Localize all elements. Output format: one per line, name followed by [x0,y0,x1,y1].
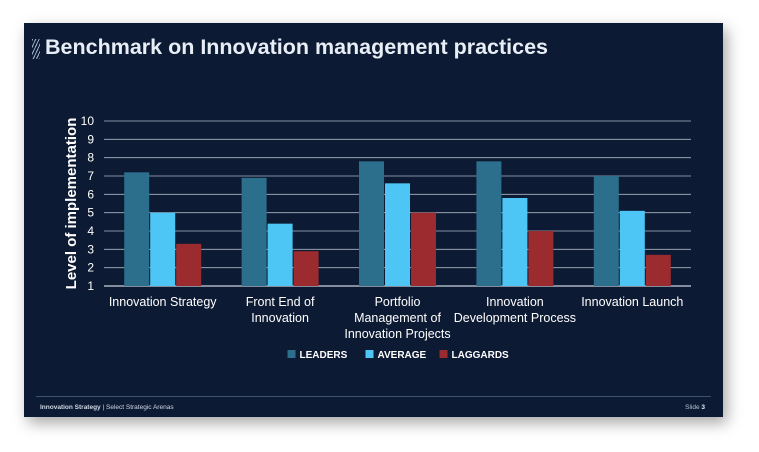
bar-average [502,198,528,286]
bar-leaders [124,172,150,286]
y-tick-label: 3 [87,242,94,256]
x-category-label: Innovation [486,295,544,309]
slide-number-label: Slide 3 [685,404,705,411]
footer-caption: Innovation Strategy | Select Strategic A… [40,404,174,411]
bar-laggards [293,251,319,286]
x-category-label: Management of [354,311,441,325]
footer-divider [36,396,711,397]
legend-swatch-leaders [287,350,296,358]
y-tick-label: 5 [87,206,94,220]
bar-leaders [476,161,502,286]
y-tick-label: 4 [87,224,94,238]
slide: Benchmark on Innovation management pract… [24,23,723,417]
y-tick-label: 6 [87,187,94,201]
legend-label-average: AVERAGE [378,350,427,361]
legend-label-leaders: LEADERS [300,350,348,361]
x-category-label: Innovation Strategy [109,295,217,309]
bar-laggards [176,243,202,286]
bar-leaders [241,177,267,286]
x-category-label: Front End of [246,295,315,309]
bar-average [619,210,645,286]
y-tick-label: 10 [81,114,95,128]
x-category-label: Innovation Launch [581,295,683,309]
bar-leaders [593,176,619,286]
bar-laggards [411,212,436,286]
y-tick-label: 7 [87,169,94,183]
legend-swatch-average [365,350,374,358]
bar-average [150,212,176,286]
y-tick-label: 9 [87,132,94,146]
title-accent-mark [32,39,40,59]
legend-label-laggards: LAGGARDS [452,350,510,361]
slide-title: Benchmark on Innovation management pract… [45,35,548,59]
bar-leaders [359,161,384,286]
bar-average [385,183,410,286]
y-tick-label: 2 [87,261,94,275]
x-category-label: Innovation [251,311,309,325]
y-axis-title: Level of implementation [63,118,80,290]
x-category-label: Innovation Projects [344,327,450,341]
x-category-label: Development Process [454,311,576,325]
y-tick-label: 1 [87,279,94,293]
slide-label: Slide [685,404,702,411]
y-tick-label: 8 [87,151,94,165]
slide-number: 3 [701,404,705,411]
legend-swatch-laggards [439,350,448,358]
x-category-label: Portfolio [375,295,421,309]
footer-separator: | [100,404,106,411]
bar-average [267,223,293,286]
bar-laggards [528,231,554,286]
footer-section: Innovation Strategy [40,404,101,411]
footer-subtitle: Select Strategic Arenas [106,404,174,411]
bar-laggards [645,254,671,286]
